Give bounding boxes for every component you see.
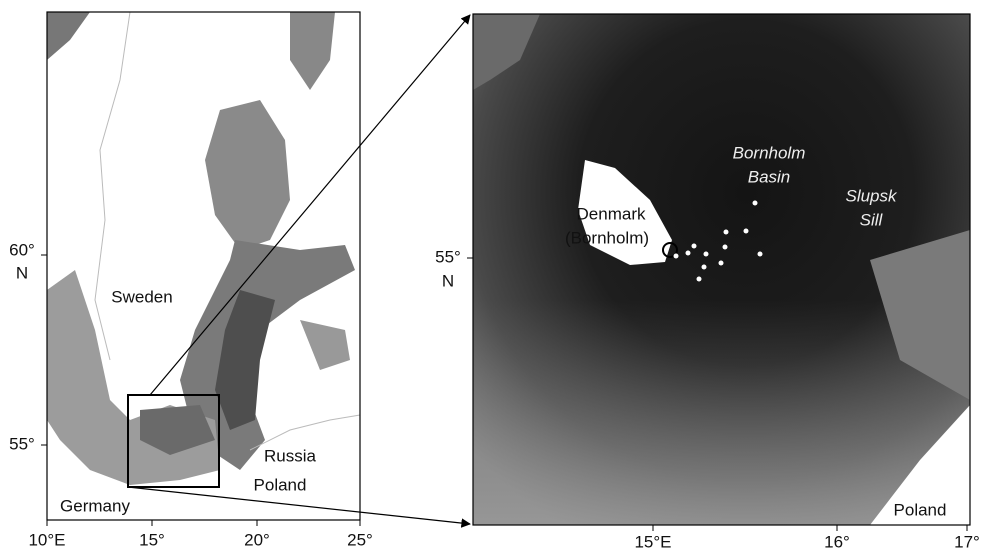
place-label: Poland (894, 500, 947, 519)
y-label: 60° (9, 240, 35, 259)
x-label: 16° (824, 532, 850, 551)
overview-map: 10°E 15° 20° 25° 60° N 55° Sweden Russia… (9, 12, 373, 549)
feature-label: Sill (860, 210, 884, 229)
x-label: 10°E (28, 530, 65, 549)
feature-label: Basin (748, 167, 791, 186)
x-label: 20° (244, 530, 270, 549)
x-label: 15° (139, 530, 165, 549)
y-label: 55° (435, 247, 461, 266)
place-label: (Bornholm) (565, 228, 649, 247)
y-label: 55° (9, 434, 35, 453)
place-label: Russia (264, 446, 317, 465)
detail-map: 15°E 16° 17° 55° N Denmark (Bornholm) Po… (435, 14, 980, 551)
y-label: N (16, 263, 28, 282)
place-label: Sweden (111, 287, 172, 306)
x-label: 17° (954, 532, 980, 551)
feature-label: Slupsk (845, 186, 898, 205)
place-label: Denmark (577, 204, 646, 223)
x-label: 25° (347, 530, 373, 549)
place-label: Germany (60, 496, 130, 515)
figure: 10°E 15° 20° 25° 60° N 55° Sweden Russia… (0, 0, 988, 553)
place-label: Poland (254, 475, 307, 494)
x-label: 15°E (634, 532, 671, 551)
y-label: N (442, 271, 454, 290)
feature-label: Bornholm (733, 143, 806, 162)
